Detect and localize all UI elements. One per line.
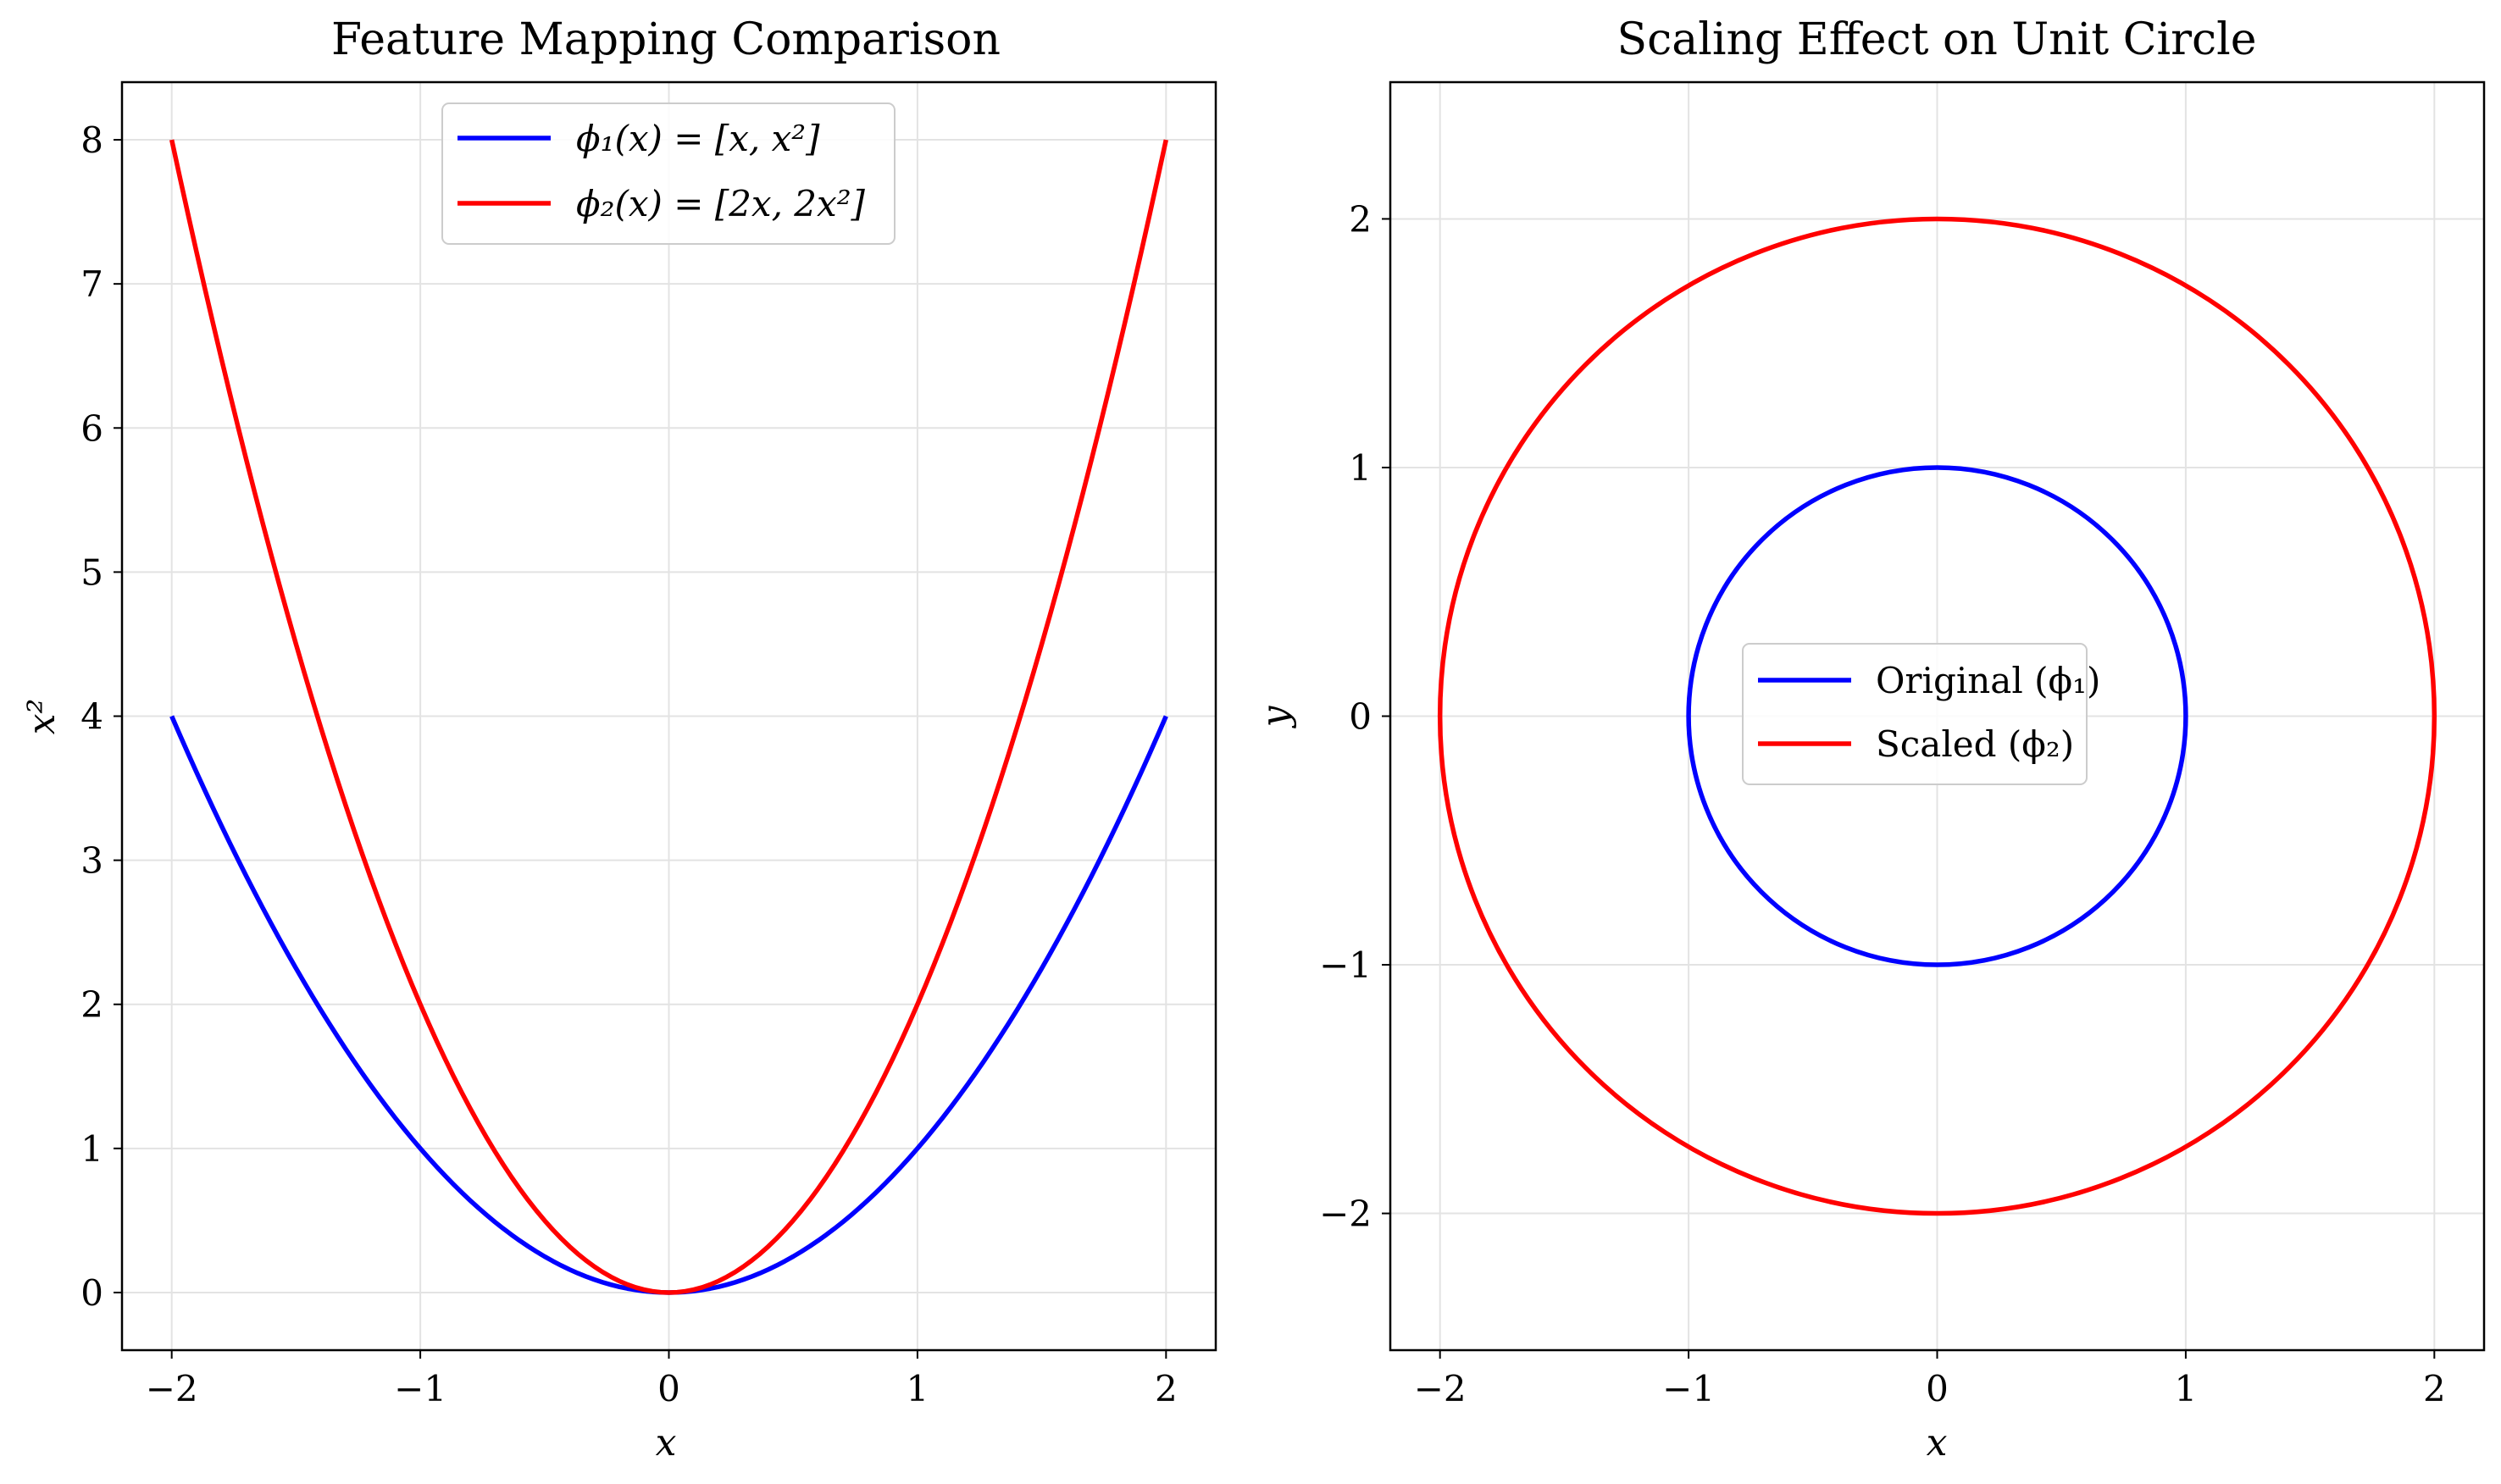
x-tick-label: 1: [907, 1368, 929, 1409]
axis-ticks: −2 −1 0 1 2 0 1 2 3 4 5 6 7 8: [80, 119, 1177, 1409]
y-tick-label: 7: [80, 263, 103, 305]
y-tick-label: 2: [80, 984, 103, 1026]
series-group: [169, 139, 1169, 1295]
series-circle-original: [1686, 465, 2188, 967]
y-tick-label: 5: [80, 551, 103, 593]
legend: ϕ₁(x) = [x, x²] ϕ₂(x) = [2x, 2x²]: [441, 102, 896, 245]
y-tick-label: 8: [80, 119, 103, 161]
legend: Original (ϕ₁) Scaled (ϕ₂): [1742, 643, 2100, 785]
x-tick-label: 1: [2175, 1368, 2198, 1409]
y-tick-label: 2: [1349, 198, 1372, 240]
x-tick-label: −2: [1414, 1368, 1467, 1409]
y-tick-label: −2: [1319, 1193, 1372, 1235]
y-tick-label: 6: [80, 407, 103, 449]
series-line-phi2: [169, 139, 1169, 1295]
chart-title: Feature Mapping Comparison: [331, 14, 1001, 65]
x-tick-label: 0: [657, 1368, 680, 1409]
y-tick-label: −1: [1319, 944, 1372, 986]
chart-scaling-effect: Scaling Effect on Unit Circle −2 −1 0 1 2−2−…: [1254, 14, 2486, 1465]
y-tick-label: 0: [1349, 696, 1372, 738]
y-tick-label: 0: [80, 1272, 103, 1314]
series-group: [1437, 216, 2437, 1216]
legend-box: [441, 102, 896, 245]
x-tick-label: 2: [1155, 1368, 1178, 1409]
y-axis-label: y: [1254, 705, 1297, 728]
chart-title: Scaling Effect on Unit Circle: [1616, 14, 2256, 65]
chart-feature-mapping: Feature Mapping Comparison −2 −1 0 1 2 0 1 2 3 4 5…: [20, 14, 1217, 1465]
x-tick-label: −1: [394, 1368, 446, 1409]
x-tick-label: 2: [2423, 1368, 2446, 1409]
x-axis-label: x: [656, 1421, 677, 1465]
legend-entry-phi2: ϕ₂(x) = [2x, 2x²]: [576, 183, 866, 224]
grid: [122, 82, 1216, 1350]
y-tick-label: 1: [1349, 447, 1372, 489]
x-tick-label: 0: [1926, 1368, 1949, 1409]
x-axis-label: x: [1927, 1421, 1948, 1465]
series-circle-scaled: [1437, 216, 2437, 1216]
y-tick-label: 4: [80, 696, 103, 738]
y-tick-label: 1: [80, 1128, 103, 1170]
axis-ticks: −2 −1 0 1 2 −2 −1 0 1 2: [1319, 198, 2446, 1409]
x-tick-label: −2: [146, 1368, 198, 1409]
legend-entry-original: Original (ϕ₁): [1876, 660, 2100, 701]
legend-entry-phi1: ϕ₁(x) = [x, x²]: [576, 118, 820, 159]
y-axis-label: x²: [20, 699, 64, 734]
x-tick-label: −1: [1662, 1368, 1715, 1409]
y-tick-label: 3: [80, 840, 103, 882]
legend-entry-scaled: Scaled (ϕ₂): [1876, 723, 2074, 765]
